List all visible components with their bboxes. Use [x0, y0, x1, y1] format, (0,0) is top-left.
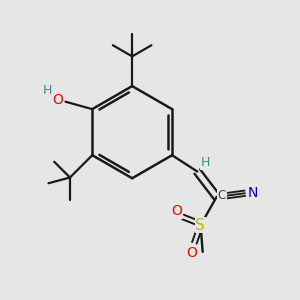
Text: H: H — [42, 84, 52, 97]
Text: O: O — [186, 246, 197, 260]
Text: C: C — [218, 189, 226, 202]
Text: O: O — [53, 93, 64, 107]
Text: S: S — [195, 218, 205, 232]
Text: N: N — [247, 186, 257, 200]
Text: H: H — [201, 156, 210, 169]
Text: O: O — [171, 204, 182, 218]
